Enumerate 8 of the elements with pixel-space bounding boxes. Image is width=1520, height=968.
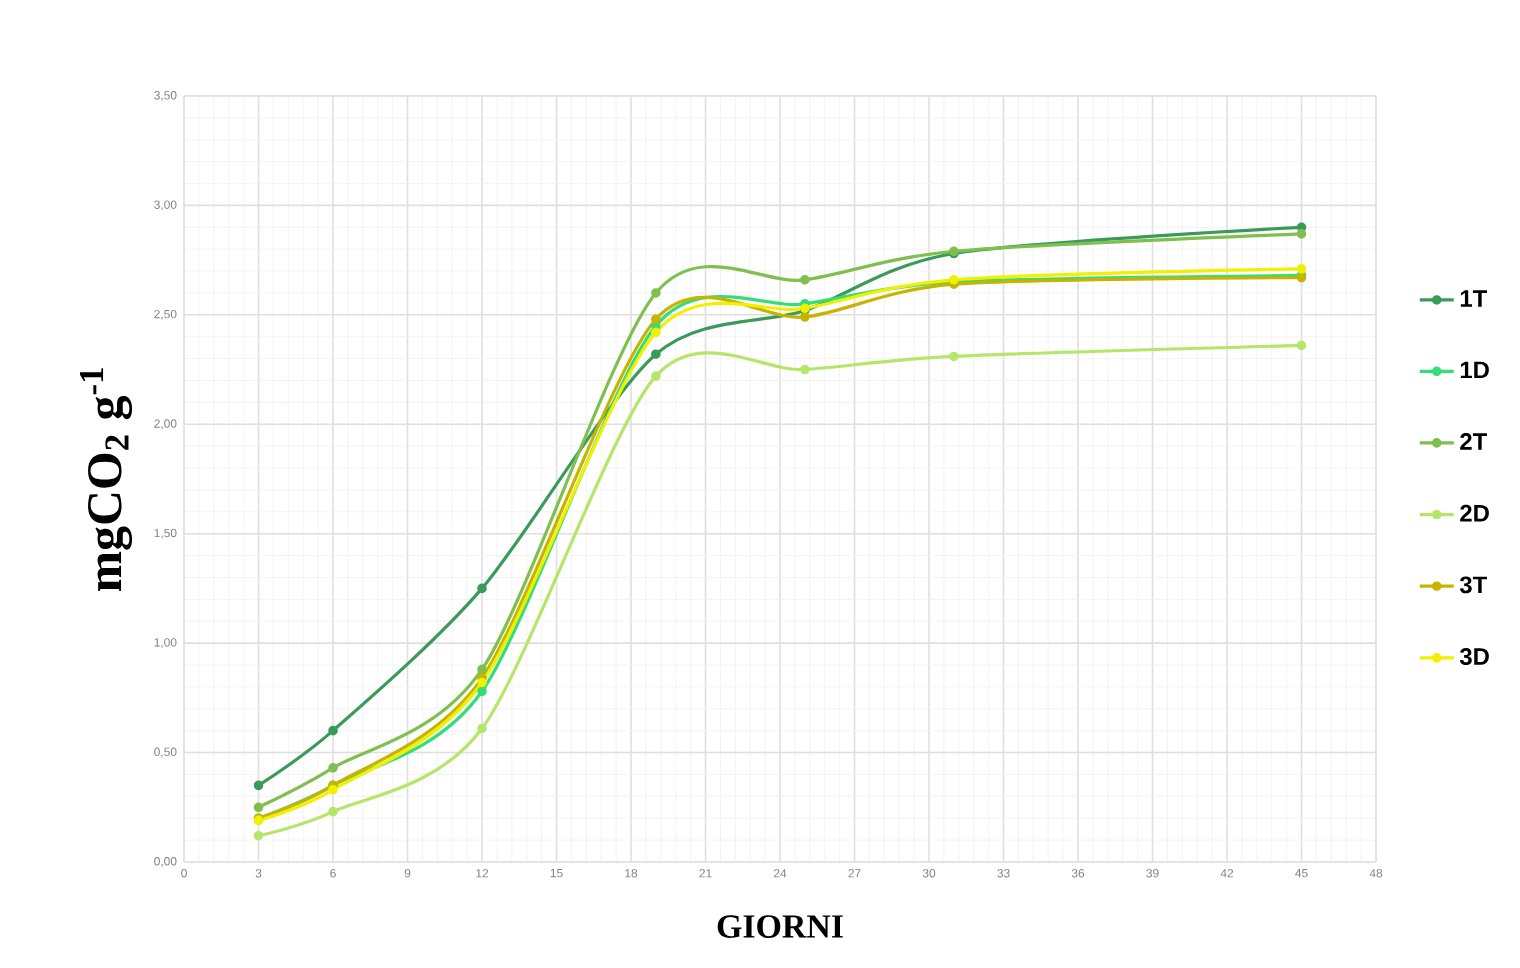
y-axis-title: mgCO$_{2}$ g$^{-1}$ [80, 368, 133, 592]
legend-label: 3D [1459, 648, 1489, 665]
legend-label: 2D [1460, 504, 1489, 522]
legend-label: 1D [1460, 361, 1489, 379]
legend-label: 1T [1460, 290, 1487, 307]
legend-label: 3T [1459, 576, 1487, 594]
x-axis-title: GIORNI [717, 915, 843, 938]
legend-label: 2T [1460, 433, 1487, 450]
